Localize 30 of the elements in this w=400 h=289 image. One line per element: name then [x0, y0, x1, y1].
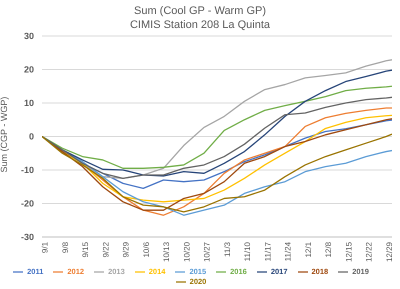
y-axis-title: Sum (CGP - WGP) — [0, 96, 10, 172]
x-tick-label: 10/27 — [202, 241, 212, 262]
x-tick-label: 12/15 — [344, 241, 354, 262]
y-tick-label: 0 — [28, 132, 34, 142]
x-tick-label: 11/17 — [263, 241, 272, 262]
x-tick-label: 12/22 — [364, 241, 374, 262]
x-tick-label: 10/6 — [142, 241, 151, 258]
y-tick-label: 10 — [24, 98, 34, 108]
x-tick-label: 11/10 — [243, 241, 252, 262]
x-tick-label: 9/1 — [40, 241, 50, 254]
chart-title: Sum (Cool GP - Warm GP) — [132, 4, 268, 18]
line-series — [42, 96, 392, 180]
x-tick-label: 9/29 — [122, 241, 131, 258]
y-tick-label: -10 — [20, 165, 34, 176]
x-tick-label: 12/29 — [384, 241, 394, 262]
x-tick-label: 12/1 — [304, 241, 313, 258]
x-tick-label: 9/22 — [101, 241, 110, 258]
x-tick-label: 9/8 — [60, 241, 70, 254]
line-series — [42, 86, 392, 169]
x-tick-label: 11/24 — [284, 241, 293, 262]
x-tick-label: 12/8 — [324, 241, 334, 258]
x-tick-label: 9/15 — [81, 241, 90, 258]
x-tick-label: 10/13 — [162, 241, 172, 262]
y-tick-label: 20 — [24, 64, 34, 75]
y-tick-label: -30 — [20, 232, 34, 242]
x-tick-label: 11/3 — [222, 241, 232, 257]
y-tick-label: 30 — [24, 31, 34, 42]
y-tick-label: -20 — [20, 198, 34, 209]
x-tick-label: 10/20 — [182, 241, 192, 262]
chart-subtitle: CIMIS Station 208 La Quinta — [128, 18, 272, 32]
